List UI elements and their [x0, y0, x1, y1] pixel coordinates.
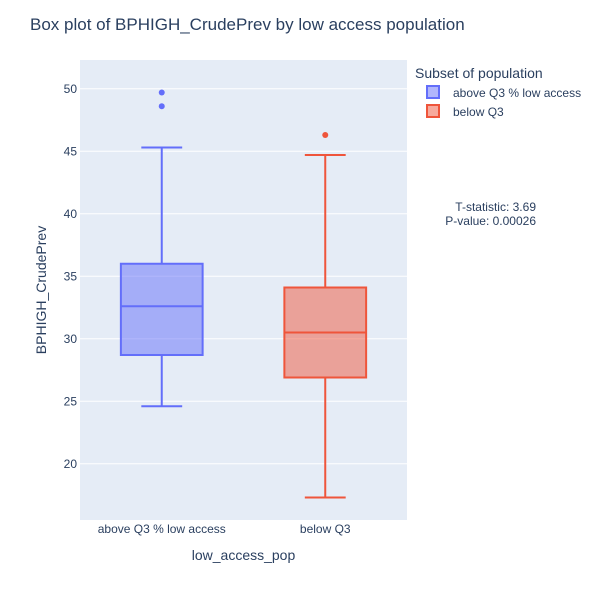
legend-label-below-q3: below Q3	[453, 105, 504, 119]
y-tick-label: 45	[64, 144, 78, 158]
box-above-q3[interactable]	[119, 89, 204, 408]
box-below-q3[interactable]	[283, 132, 368, 499]
box-series	[119, 89, 368, 499]
y-tick-label: 25	[64, 394, 78, 408]
p-value-annotation: P-value: 0.00026	[445, 214, 536, 228]
y-axis-ticks: 20 25 30 35 40 45 50	[64, 82, 78, 471]
x-axis-ticks: above Q3 % low access below Q3	[98, 522, 351, 536]
legend-title: Subset of population	[415, 65, 543, 81]
outlier-point[interactable]	[158, 89, 165, 96]
legend-item-below-q3[interactable]: below Q3	[426, 104, 504, 119]
outlier-point[interactable]	[158, 103, 165, 110]
y-axis-title: BPHIGH_CrudePrev	[33, 226, 49, 354]
box-iqr	[119, 262, 204, 356]
x-axis-title: low_access_pop	[192, 547, 296, 563]
y-tick-label: 35	[64, 269, 78, 283]
chart-title: Box plot of BPHIGH_CrudePrev by low acce…	[30, 15, 465, 34]
t-statistic-annotation: T-statistic: 3.69	[455, 200, 536, 214]
outlier-point[interactable]	[322, 132, 329, 138]
legend: Subset of population above Q3 % low acce…	[415, 65, 581, 119]
legend-swatch-below-q3	[426, 104, 440, 118]
y-tick-label: 50	[64, 82, 78, 96]
x-tick-label: below Q3	[300, 522, 351, 536]
y-tick-label: 30	[64, 332, 78, 346]
legend-swatch-above-q3	[426, 85, 440, 99]
y-tick-label: 20	[64, 457, 78, 471]
legend-item-above-q3[interactable]: above Q3 % low access	[426, 85, 581, 100]
x-tick-label: above Q3 % low access	[98, 522, 226, 536]
y-tick-label: 40	[64, 207, 78, 221]
legend-label-above-q3: above Q3 % low access	[453, 86, 581, 100]
